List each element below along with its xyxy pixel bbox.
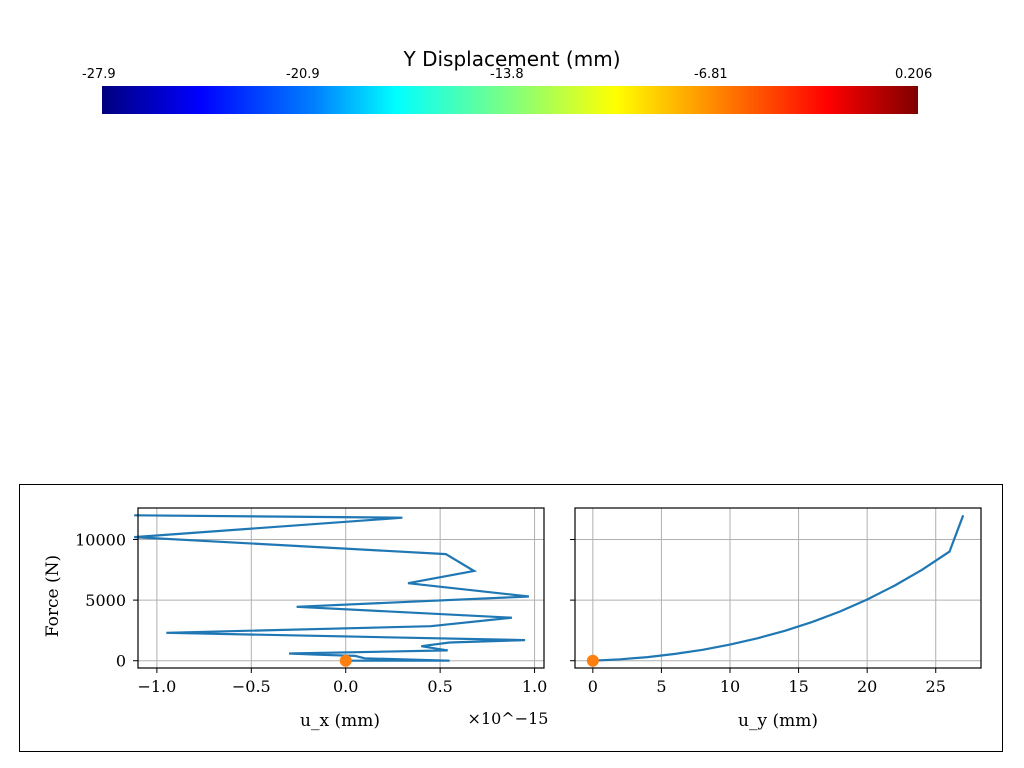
x-ticks: 0 5 10 15 20 25 — [588, 668, 946, 696]
plots-panel — [19, 484, 1003, 752]
y-tick-label: 0 — [116, 652, 126, 671]
colorbar-tick: -6.81 — [694, 67, 728, 82]
plot-force-vs-uy: 0 5 10 15 20 25 u_y (mm) — [570, 507, 982, 731]
x-axis-label: u_x (mm) — [300, 711, 380, 731]
y-tick-label: 5000 — [85, 591, 126, 610]
x-tick-label: −0.5 — [232, 677, 271, 696]
x-tick-label: −1.0 — [137, 677, 176, 696]
x-multiplier-label: ×10^−15 — [468, 709, 549, 728]
x-tick-label: 10 — [720, 677, 740, 696]
current-point-marker — [586, 654, 599, 667]
colorbar-title: Y Displacement (mm) — [403, 47, 621, 71]
x-tick-label: 5 — [656, 677, 666, 696]
x-tick-label: 20 — [857, 677, 877, 696]
force-displacement-plots: −1.0 −0.5 0.0 0.5 1.0 0 5000 10000 Force (N) u… — [43, 507, 982, 731]
y-ticks: 0 5000 10000 — [75, 531, 138, 671]
x-tick-label: 0.5 — [427, 677, 452, 696]
series-line — [592, 514, 965, 662]
x-tick-label: 0.0 — [333, 677, 358, 696]
y-tick-label: 10000 — [75, 531, 126, 550]
y-axis-label: Force (N) — [43, 555, 63, 637]
plot-force-vs-ux: −1.0 −0.5 0.0 0.5 1.0 0 5000 10000 Force (N) u… — [43, 507, 549, 731]
deformed-beam-view[interactable] — [0, 190, 1024, 390]
grid — [575, 508, 981, 668]
y-ticks — [570, 539, 575, 662]
x-tick-label: 0 — [588, 677, 598, 696]
axes-frame — [574, 507, 982, 669]
colorbar-tick: -27.9 — [82, 67, 116, 82]
colorbar-tick: -20.9 — [286, 67, 320, 82]
colorbar-tick: 0.206 — [895, 67, 933, 82]
x-ticks: −1.0 −0.5 0.0 0.5 1.0 — [137, 668, 547, 696]
x-tick-label: 15 — [788, 677, 808, 696]
x-tick-label: 25 — [926, 677, 946, 696]
colorbar — [102, 86, 918, 114]
colorbar-tick: -13.8 — [490, 67, 524, 82]
x-tick-label: 1.0 — [522, 677, 547, 696]
axes-frame — [137, 507, 545, 669]
x-axis-label: u_y (mm) — [738, 711, 818, 731]
current-point-marker — [339, 654, 352, 667]
series-line — [134, 514, 530, 662]
